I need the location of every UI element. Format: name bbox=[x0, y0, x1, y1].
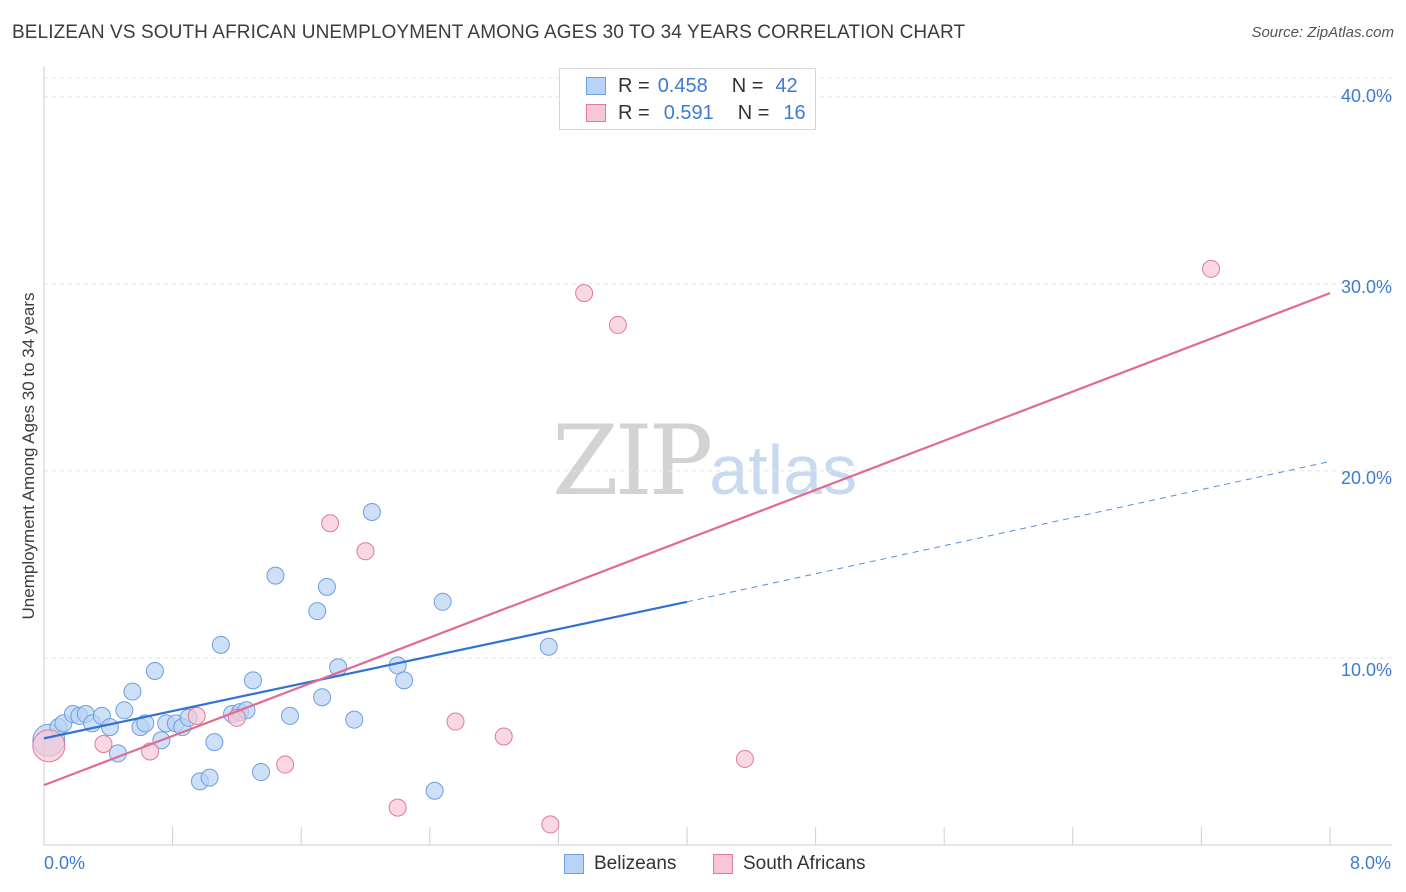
legend-n-value: 42 bbox=[775, 74, 798, 97]
legend-r-value: 0.591 bbox=[663, 101, 714, 124]
south-african-point bbox=[32, 729, 66, 763]
bottom-legend-swatch-pink bbox=[713, 854, 733, 874]
y-tick-label-30: 30.0% bbox=[1340, 277, 1392, 297]
x-tick-label-max: 8.0% bbox=[1350, 853, 1392, 873]
belizean-point bbox=[280, 706, 299, 725]
legend-row-belizeans: R = 0.458 N = 42 bbox=[586, 73, 798, 99]
legend-n-label: N = bbox=[737, 101, 770, 124]
belizean-point bbox=[362, 503, 381, 522]
belizean-point bbox=[345, 710, 364, 729]
south-african-point bbox=[356, 542, 375, 561]
legend-row-south-africans: R = 0.591 N = 16 bbox=[586, 100, 806, 126]
bottom-legend-south-africans[interactable]: South Africans bbox=[713, 852, 866, 876]
source-label: Source: ZipAtlas.com bbox=[1251, 24, 1394, 41]
belizean-point bbox=[395, 671, 414, 690]
south-african-point bbox=[541, 815, 560, 834]
legend-swatch-blue bbox=[586, 77, 606, 95]
watermark: ZIPatlas bbox=[552, 405, 857, 517]
belizean-point bbox=[211, 635, 230, 654]
y-tick-label-10: 10.0% bbox=[1340, 660, 1392, 680]
south-african-point bbox=[94, 734, 113, 753]
south-african-point bbox=[276, 755, 295, 774]
south-african-point bbox=[1202, 259, 1221, 278]
x-tick-label-min: 0.0% bbox=[44, 853, 86, 873]
watermark-zip: ZIP bbox=[552, 405, 713, 517]
belizean-point bbox=[425, 781, 444, 800]
south-african-point bbox=[494, 727, 513, 746]
legend-r-value: 0.458 bbox=[657, 74, 708, 97]
south-african-point bbox=[735, 749, 754, 768]
belizean-point bbox=[200, 768, 219, 787]
belizean-point bbox=[115, 701, 134, 720]
belizean-point bbox=[136, 714, 155, 733]
watermark-atlas: atlas bbox=[709, 431, 858, 509]
belizean-trend-line bbox=[43, 600, 688, 740]
belizean-point bbox=[539, 637, 558, 656]
south-african-point bbox=[187, 706, 206, 725]
belizean-point bbox=[308, 602, 327, 621]
belizean-point bbox=[313, 688, 332, 707]
chart-title: BELIZEAN VS SOUTH AFRICAN UNEMPLOYMENT A… bbox=[12, 22, 966, 43]
correlation-legend: R = 0.458 N = 42 R = 0.591 N = 16 bbox=[559, 68, 816, 130]
south-african-point bbox=[321, 514, 340, 533]
legend-r-label: R = bbox=[618, 74, 650, 97]
south-african-point bbox=[446, 712, 465, 731]
south-african-point bbox=[608, 315, 627, 334]
belizean-trend-line-projection bbox=[686, 461, 1331, 603]
bottom-legend-belizeans[interactable]: Belizeans bbox=[564, 852, 676, 876]
legend-n-value: 16 bbox=[783, 101, 806, 124]
south-african-trend-line bbox=[43, 292, 1331, 787]
y-axis-label: Unemployment Among Ages 30 to 34 years bbox=[19, 292, 38, 620]
legend-n-label: N = bbox=[731, 74, 764, 97]
south-african-point bbox=[575, 284, 594, 303]
belizean-point bbox=[266, 566, 285, 585]
belizean-point bbox=[243, 671, 262, 690]
legend-swatch-pink bbox=[586, 104, 606, 122]
belizean-point bbox=[100, 718, 119, 737]
belizean-point bbox=[317, 577, 336, 596]
belizean-point bbox=[145, 662, 164, 681]
south-african-point bbox=[388, 798, 407, 817]
y-tick-label-20: 20.0% bbox=[1340, 468, 1392, 488]
bottom-legend-label: South Africans bbox=[743, 853, 866, 874]
belizean-point bbox=[252, 763, 271, 782]
y-tick-label-40: 40.0% bbox=[1340, 86, 1392, 106]
bottom-legend-label: Belizeans bbox=[594, 853, 677, 874]
bottom-legend-swatch-blue bbox=[564, 854, 584, 874]
legend-r-label: R = bbox=[618, 101, 650, 124]
belizean-point bbox=[123, 682, 142, 701]
belizean-point bbox=[433, 592, 452, 611]
belizean-point bbox=[205, 733, 224, 752]
